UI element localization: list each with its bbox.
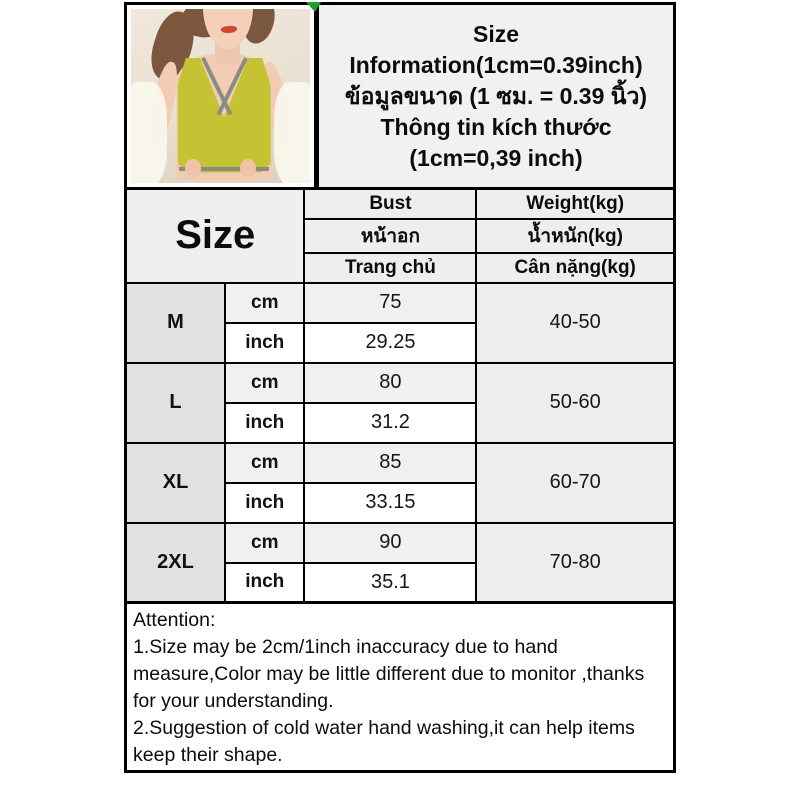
product-photo-cell <box>124 2 317 190</box>
attention-note: Attention: 1.Size may be 2cm/1inch inacc… <box>124 601 676 773</box>
title-line: Information(1cm=0.39inch) <box>349 51 643 78</box>
header-row-english: Size Bust Weight(kg) <box>124 187 676 284</box>
bust-inch-m: 29.25 <box>303 321 478 364</box>
size-table: Size Bust Weight(kg) หน้าอก น้ำหนัก(kg) … <box>124 187 676 604</box>
title-line-thai: ข้อมูลขนาด (1 ซม. = 0.39 นิ้ว) <box>344 82 648 109</box>
bust-cm-m: 75 <box>303 281 478 324</box>
weight-l: 50-60 <box>475 361 676 444</box>
header-row-vietnamese: Trang chủ Cân nặng(kg) <box>126 251 676 284</box>
size-info-title: Size Information(1cm=0.39inch) ข้อมูลขนา… <box>317 2 676 190</box>
attention-line: keep their shape. <box>133 744 283 766</box>
model-hand-left <box>184 158 201 178</box>
size-m: M <box>124 281 227 364</box>
weight-2xl: 70-80 <box>475 521 676 604</box>
header-row-thai: หน้าอก น้ำหนัก(kg) <box>126 217 676 254</box>
unit-inch: inch <box>224 321 306 364</box>
size-xl: XL <box>124 441 227 524</box>
table-row: M cm 75 40-50 <box>124 281 676 364</box>
unit-cm: cm <box>224 521 306 564</box>
size-header-cell: Size <box>124 187 306 284</box>
bust-cm-2xl: 90 <box>303 521 478 564</box>
unit-inch: inch <box>224 561 306 604</box>
table-row: inch 31.2 <box>126 401 675 444</box>
unit-inch: inch <box>224 481 306 524</box>
product-photo <box>131 9 310 183</box>
attention-line: for your understanding. <box>133 690 334 712</box>
sheer-sleeve-left <box>131 82 167 183</box>
unit-cm: cm <box>224 441 306 484</box>
unit-inch: inch <box>224 401 306 444</box>
table-row: inch 35.1 <box>126 561 675 604</box>
size-chart-content: Size Information(1cm=0.39inch) ข้อมูลขนา… <box>124 2 676 773</box>
bra-hem-trim <box>179 167 269 172</box>
attention-line: 1.Size may be 2cm/1inch inaccuracy due t… <box>133 636 558 658</box>
bust-cm-xl: 85 <box>303 441 478 484</box>
attention-line: measure,Color may be little different du… <box>133 663 645 685</box>
table-row: inch 33.15 <box>126 481 675 524</box>
bust-inch-xl: 33.15 <box>303 481 478 524</box>
attention-line: Attention: <box>133 609 216 631</box>
weight-header-vi: Cân nặng(kg) <box>475 251 676 284</box>
bust-inch-l: 31.2 <box>303 401 478 444</box>
title-line-vietnamese: Thông tin kích thước <box>380 113 612 140</box>
unit-cm: cm <box>224 281 306 324</box>
unit-cm: cm <box>224 361 306 404</box>
bust-header-en: Bust <box>303 187 478 220</box>
size-l: L <box>124 361 227 444</box>
green-corner-marker-icon <box>306 2 321 12</box>
model-hand-right <box>240 158 257 178</box>
table-row: XL cm 85 60-70 <box>124 441 676 524</box>
weight-header-en: Weight(kg) <box>475 187 676 220</box>
title-line: Size <box>472 20 520 47</box>
weight-m: 40-50 <box>475 281 676 364</box>
attention-line: 2.Suggestion of cold water hand washing,… <box>133 717 635 739</box>
bust-inch-2xl: 35.1 <box>303 561 478 604</box>
table-row: 2XL cm 90 70-80 <box>124 521 676 604</box>
bust-header-vi: Trang chủ <box>303 251 478 284</box>
sheer-sleeve-right <box>274 82 310 183</box>
bust-cm-l: 80 <box>303 361 478 404</box>
weight-xl: 60-70 <box>475 441 676 524</box>
weight-header-th: น้ำหนัก(kg) <box>475 217 676 254</box>
title-line: (1cm=0,39 inch) <box>409 144 583 171</box>
table-row: L cm 80 50-60 <box>124 361 676 444</box>
top-section: Size Information(1cm=0.39inch) ข้อมูลขนา… <box>124 2 676 190</box>
size-2xl: 2XL <box>124 521 227 604</box>
bust-header-th: หน้าอก <box>303 217 478 254</box>
table-row: inch 29.25 <box>126 321 675 364</box>
